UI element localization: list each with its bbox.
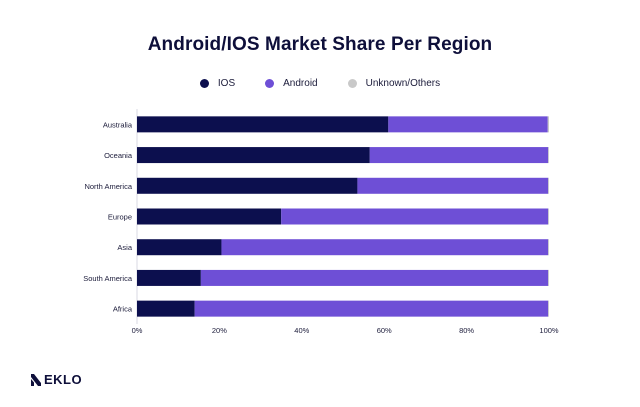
bar-unknown-others-asia <box>548 239 549 256</box>
category-label: Oceania <box>104 151 133 160</box>
x-tick-label: 100% <box>539 326 559 335</box>
category-label: Asia <box>117 243 132 252</box>
bar-android-north-america <box>357 177 549 194</box>
bar-android-australia <box>388 116 548 133</box>
neklo-n-logo-icon <box>31 373 41 386</box>
legend-item-unknown: Unknown/Others <box>347 78 441 89</box>
legend-swatch-ios <box>199 79 209 88</box>
x-tick-label: 0% <box>132 326 143 335</box>
bar-unknown-others-africa <box>548 300 549 317</box>
legend-swatch-unknown <box>347 79 357 88</box>
bar-android-europe <box>281 208 549 225</box>
chart-title: Android/IOS Market Share Per Region <box>147 34 493 55</box>
legend-label-unknown: Unknown/Others <box>365 78 441 89</box>
brand-logo: EKLO <box>31 372 82 387</box>
bar-ios-africa <box>137 300 195 317</box>
bar-ios-south-america <box>137 269 201 286</box>
legend-swatch-android <box>265 79 275 88</box>
bar-android-asia <box>221 239 549 256</box>
x-tick-label: 80% <box>459 326 474 335</box>
category-label: Europe <box>108 213 132 222</box>
bar-unknown-others-north-america <box>548 177 549 194</box>
bar-ios-oceania <box>137 147 370 164</box>
bar-ios-australia <box>137 116 389 133</box>
x-tick-label: 60% <box>377 326 392 335</box>
bar-ios-north-america <box>137 177 358 194</box>
x-tick-label: 20% <box>212 326 227 335</box>
bar-ios-europe <box>137 208 282 225</box>
x-tick-label: 40% <box>294 326 309 335</box>
bar-unknown-others-europe <box>548 208 549 225</box>
bar-android-south-america <box>200 269 549 286</box>
category-label: North America <box>84 182 132 191</box>
bar-unknown-others-oceania <box>548 147 549 164</box>
legend: IOS Android Unknown/Others <box>0 78 640 89</box>
category-label: Australia <box>103 120 133 129</box>
legend-item-ios: IOS <box>199 78 236 89</box>
legend-label-ios: IOS <box>217 78 236 89</box>
bar-unknown-others-australia <box>547 116 549 133</box>
bar-unknown-others-south-america <box>548 269 549 286</box>
category-label: Africa <box>113 305 133 314</box>
bar-android-africa <box>194 300 549 317</box>
brand-name: EKLO <box>44 372 83 387</box>
category-label: South America <box>83 274 133 283</box>
bar-ios-asia <box>137 239 222 256</box>
legend-label-android: Android <box>283 78 318 89</box>
legend-item-android: Android <box>265 78 318 89</box>
bar-android-oceania <box>369 147 549 164</box>
